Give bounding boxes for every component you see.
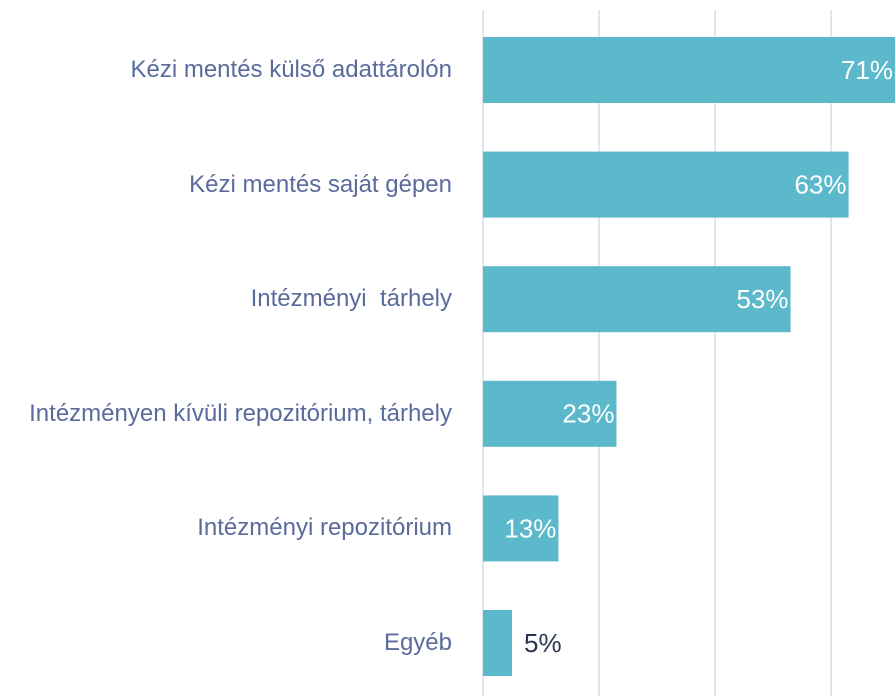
- bar: [483, 151, 849, 218]
- category-label: Intézményen kívüli repozitórium, tárhely: [29, 399, 452, 427]
- value-label: 23%: [562, 399, 614, 429]
- bar: [483, 37, 895, 103]
- bar: [483, 380, 617, 447]
- bar: [483, 610, 513, 676]
- category-label: Kézi mentés külső adattárolón: [130, 56, 452, 83]
- category-label: Egyéb: [383, 629, 452, 656]
- category-label: Kézi mentés saját gépen: [189, 170, 452, 198]
- value-label: 63%: [795, 169, 847, 199]
- category-label: Intézményi tárhely: [250, 285, 452, 313]
- value-label: 13%: [504, 513, 556, 543]
- value-label: 53%: [737, 284, 789, 314]
- value-label: 5%: [524, 628, 562, 658]
- bar: [483, 495, 559, 562]
- bar: [483, 266, 791, 333]
- value-label: 71%: [841, 55, 893, 85]
- category-label: Intézményi repozitórium: [197, 514, 452, 542]
